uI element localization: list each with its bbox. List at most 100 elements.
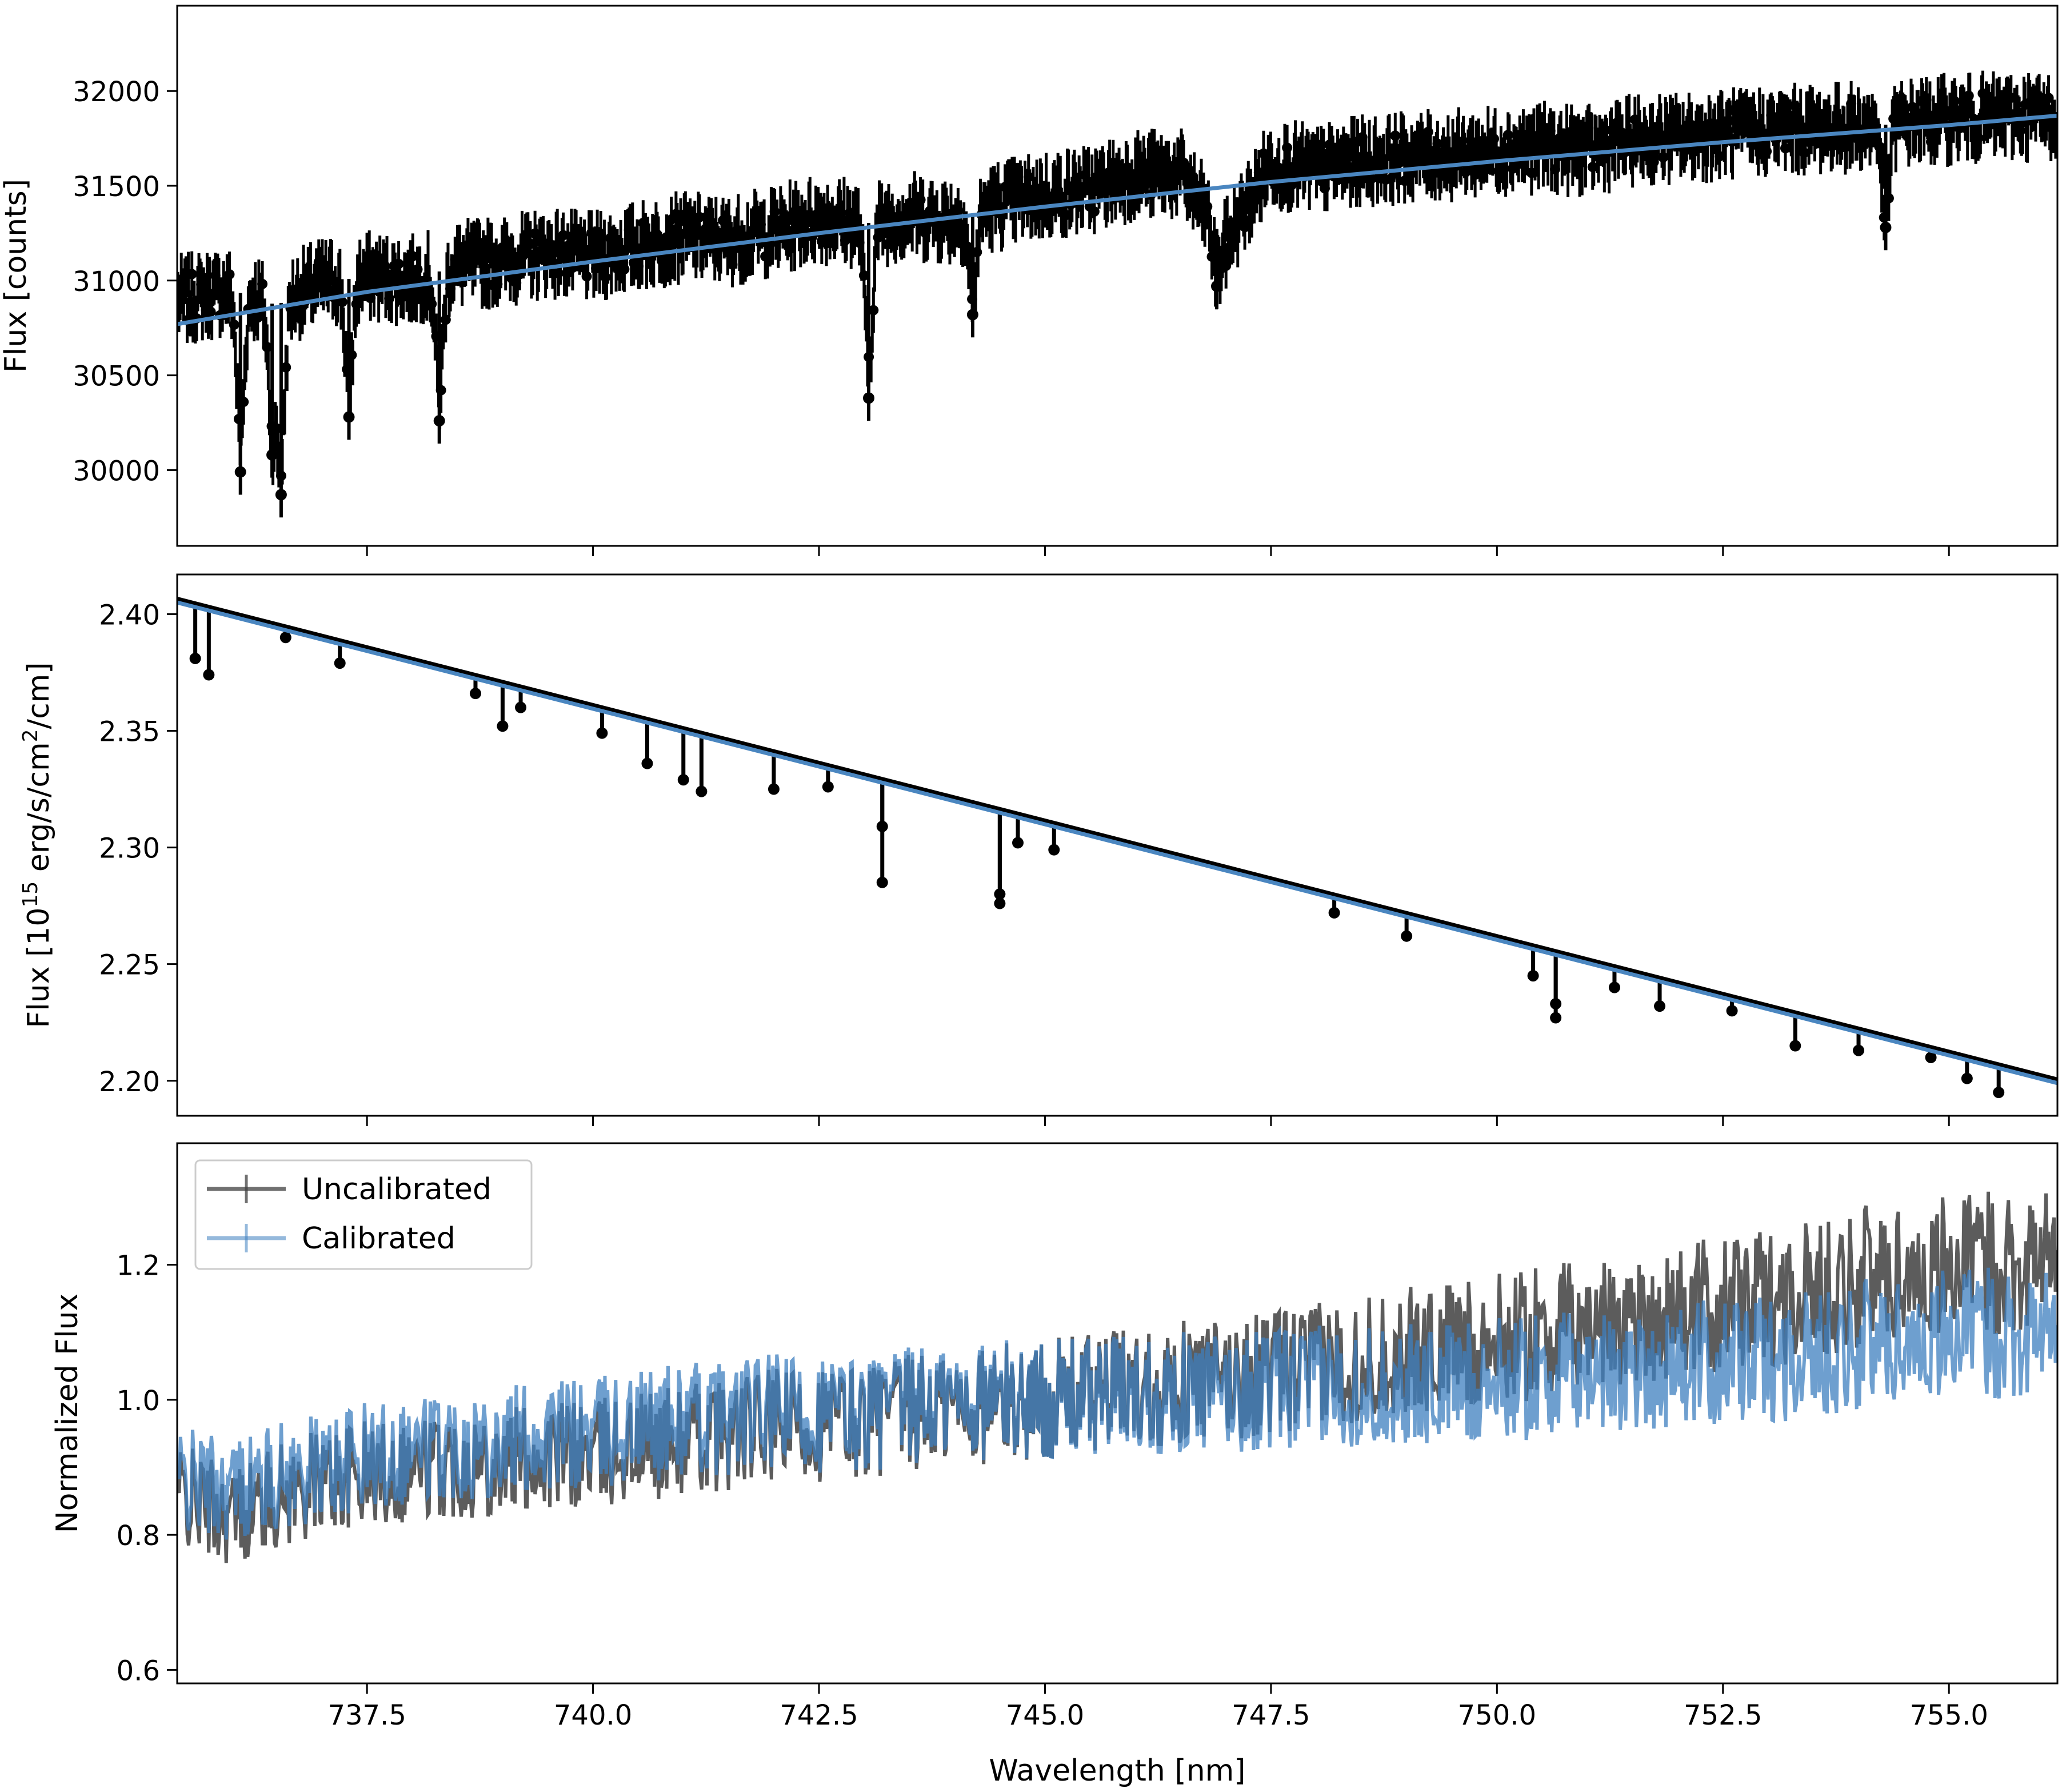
absorption-point <box>994 897 1006 909</box>
panel-normalized-marks <box>177 1191 2057 1563</box>
ytick-label: 30000 <box>73 455 160 487</box>
ytick-label: 32000 <box>73 76 160 108</box>
legend-calibrated-label: Calibrated <box>302 1222 455 1256</box>
dip-point <box>1880 221 1892 233</box>
ytick-label: 2.30 <box>99 833 160 865</box>
absorption-point <box>596 727 608 739</box>
ytick-label: 30500 <box>73 361 160 393</box>
data-point <box>868 305 879 316</box>
dip-point <box>433 415 445 427</box>
xtick-label: 737.5 <box>327 1699 406 1731</box>
xtick-label: 740.0 <box>554 1699 632 1731</box>
dip-point <box>234 466 246 478</box>
ytick-label: 2.40 <box>99 599 160 631</box>
panel-raw-counts-ylabel: Flux [counts] <box>0 179 33 373</box>
panel-raw-counts: 30000 30500 31000 31500 32000 Flux [counts] <box>0 5 2059 556</box>
absorption-point <box>1048 844 1060 856</box>
dip-point <box>863 392 875 404</box>
ytick-label: 2.35 <box>99 716 160 748</box>
absorption-point <box>696 785 708 797</box>
absorption-point <box>1527 970 1539 982</box>
data-point <box>407 251 418 262</box>
panel-normalized-xticks: 737.5 740.0 742.5 745.0 747.5 750.0 752.5 755.0 <box>327 1683 1988 1731</box>
data-line <box>177 597 2057 1083</box>
panel-normalized-ylabel: Normalized Flux <box>50 1294 85 1534</box>
absorption-point <box>334 657 346 669</box>
ytick-label: 0.8 <box>117 1520 160 1552</box>
data-point <box>257 278 268 289</box>
dip-point <box>1210 280 1222 292</box>
absorption-point <box>1654 1000 1666 1012</box>
legend: Uncalibrated Calibrated <box>194 1159 533 1270</box>
panel-flux-calibrated-ylabel: Flux [1015 erg/s/cm2/cm] <box>19 662 56 1028</box>
panel-raw-counts-xticks <box>366 546 1950 556</box>
ytick-label: 1.2 <box>117 1250 160 1282</box>
panel-normalized-xlabel: Wavelength [nm] <box>989 1754 1245 1788</box>
absorption-point <box>279 632 291 644</box>
absorption-point <box>203 669 215 681</box>
panel-raw-counts-frame <box>176 5 2059 547</box>
dip-point <box>266 449 278 461</box>
model-line <box>177 113 2057 326</box>
absorption-point <box>1608 981 1620 993</box>
ytick-label: 31000 <box>73 266 160 298</box>
continuum-line <box>177 600 2057 1085</box>
panel-flux-calibrated: 2.20 2.25 2.30 2.35 2.40 Flux [1015 erg/s/cm… <box>19 573 2059 1126</box>
absorption-point <box>1401 930 1413 942</box>
absorption-point <box>677 774 689 786</box>
ylabel-middle: erg/s/cm <box>22 742 56 881</box>
panel-flux-calibrated-xticks <box>366 1116 1950 1126</box>
absorption-point <box>641 757 653 769</box>
absorption-point <box>1925 1051 1937 1063</box>
absorption-point <box>1726 1005 1738 1017</box>
legend-uncalibrated-label: Uncalibrated <box>302 1172 491 1207</box>
dip-point <box>275 489 287 501</box>
data-point <box>186 269 197 280</box>
panel-flux-calibrated-frame <box>176 573 2059 1117</box>
ytick-label: 0.6 <box>117 1655 160 1687</box>
data-point <box>1282 142 1293 153</box>
xtick-label: 752.5 <box>1684 1699 1762 1731</box>
data-point <box>558 230 569 241</box>
absorption-point <box>768 783 780 795</box>
absorption-point <box>1993 1087 2005 1099</box>
panel-flux-calibrated-marks <box>177 597 2057 1099</box>
series-calibrated-line <box>177 1267 2057 1540</box>
dip-point <box>343 411 355 423</box>
ylabel-exponent-2: 2 <box>19 729 42 742</box>
panel-normalized-frame <box>176 1142 2059 1685</box>
absorption-point <box>822 781 834 793</box>
xtick-label: 750.0 <box>1458 1699 1536 1731</box>
xtick-label: 742.5 <box>780 1699 858 1731</box>
data-point <box>440 314 451 325</box>
data-point <box>337 297 347 308</box>
ytick-label: 1.0 <box>117 1385 160 1417</box>
absorption-point <box>469 688 481 700</box>
panel-raw-counts-yticks: 30000 30500 31000 31500 32000 <box>73 76 177 487</box>
absorption-point <box>515 701 527 713</box>
panel-normalized: 0.6 0.8 1.0 1.2 737.5 740.0 742.5 745.0 747.5 75… <box>50 1142 2059 1788</box>
absorption-point <box>1961 1072 1973 1084</box>
absorption-point <box>1012 837 1024 849</box>
panel-normalized-yticks: 0.6 0.8 1.0 1.2 <box>117 1250 177 1687</box>
absorption-point <box>497 720 509 732</box>
data-point <box>1470 169 1481 180</box>
absorption-point <box>1328 907 1340 919</box>
ytick-label: 31500 <box>73 171 160 203</box>
dip-point <box>966 309 978 321</box>
ylabel-prefix: Flux [10 <box>22 908 56 1028</box>
data-point <box>858 270 869 281</box>
xtick-label: 745.0 <box>1006 1699 1084 1731</box>
data-point <box>229 320 239 330</box>
xtick-label: 747.5 <box>1232 1699 1310 1731</box>
absorption-point <box>1550 1012 1562 1024</box>
data-point <box>694 211 705 222</box>
absorption-point <box>876 820 888 832</box>
absorption-point <box>189 652 201 664</box>
data-point <box>1089 206 1100 217</box>
ytick-label: 2.20 <box>99 1066 160 1098</box>
absorption-point <box>1853 1044 1865 1056</box>
panel-flux-calibrated-yticks: 2.20 2.25 2.30 2.35 2.40 <box>99 599 177 1098</box>
absorption-point <box>1789 1040 1801 1052</box>
